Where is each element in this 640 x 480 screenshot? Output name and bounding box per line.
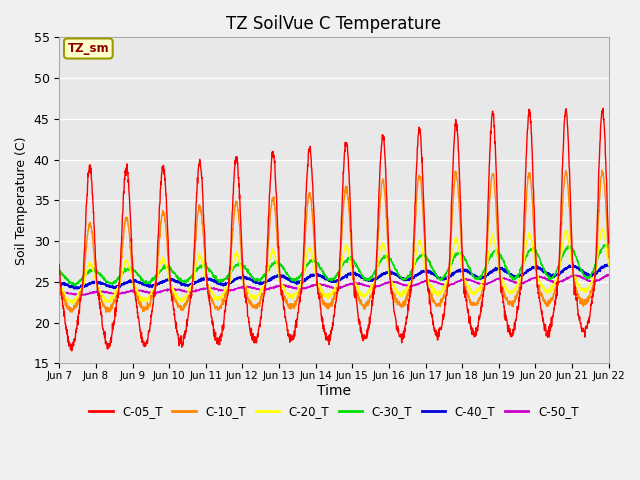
C-10_T [598, 168, 606, 173]
C-05_T [362, 334, 370, 339]
C-05_T [556, 227, 564, 232]
C-50_T [362, 283, 370, 288]
C-40_T [209, 278, 216, 284]
C-10_T [102, 310, 110, 315]
C-40_T [572, 264, 579, 270]
C-50_T [494, 276, 502, 282]
C-05_T [68, 348, 76, 354]
C-20_T [599, 226, 607, 231]
C-05_T [209, 319, 216, 324]
C-30_T [494, 250, 502, 255]
Line: C-30_T: C-30_T [60, 244, 609, 286]
C-50_T [350, 281, 358, 287]
C-05_T [599, 106, 607, 111]
C-05_T [572, 292, 579, 298]
C-40_T [71, 286, 79, 291]
C-30_T [572, 252, 579, 258]
C-20_T [56, 281, 63, 287]
C-50_T [605, 272, 612, 277]
Text: TZ_sm: TZ_sm [67, 42, 109, 55]
Legend: C-05_T, C-10_T, C-20_T, C-30_T, C-40_T, C-50_T: C-05_T, C-10_T, C-20_T, C-30_T, C-40_T, … [84, 400, 583, 423]
C-40_T [494, 266, 502, 272]
C-30_T [350, 258, 358, 264]
C-05_T [350, 280, 358, 286]
C-10_T [556, 244, 564, 250]
C-20_T [556, 261, 564, 267]
Line: C-05_T: C-05_T [60, 108, 609, 351]
C-40_T [362, 277, 370, 283]
C-30_T [71, 283, 79, 289]
C-05_T [605, 241, 612, 247]
C-10_T [209, 300, 216, 306]
C-20_T [350, 279, 358, 285]
C-20_T [494, 259, 502, 265]
C-10_T [362, 300, 370, 305]
Line: C-10_T: C-10_T [60, 170, 609, 312]
C-10_T [494, 238, 502, 244]
X-axis label: Time: Time [317, 384, 351, 398]
C-30_T [362, 276, 370, 281]
C-50_T [209, 286, 216, 292]
C-50_T [56, 290, 63, 296]
C-50_T [605, 273, 612, 278]
C-20_T [605, 263, 612, 268]
Line: C-50_T: C-50_T [60, 275, 609, 296]
C-20_T [70, 301, 77, 307]
C-10_T [572, 285, 579, 291]
Line: C-20_T: C-20_T [60, 228, 609, 304]
C-50_T [74, 293, 82, 299]
C-20_T [572, 277, 579, 283]
C-50_T [572, 273, 579, 279]
C-30_T [56, 269, 63, 275]
C-05_T [494, 212, 502, 217]
Line: C-40_T: C-40_T [60, 264, 609, 288]
C-50_T [556, 279, 564, 285]
C-30_T [209, 272, 216, 278]
C-30_T [605, 245, 612, 251]
C-40_T [556, 271, 564, 276]
C-05_T [56, 262, 63, 267]
C-30_T [603, 241, 611, 247]
Title: TZ SoilVue C Temperature: TZ SoilVue C Temperature [227, 15, 442, 33]
C-40_T [605, 261, 612, 267]
Y-axis label: Soil Temperature (C): Soil Temperature (C) [15, 136, 28, 264]
C-20_T [362, 293, 370, 299]
C-10_T [605, 255, 612, 261]
C-10_T [350, 279, 358, 285]
C-30_T [556, 259, 564, 264]
C-20_T [209, 289, 216, 295]
C-40_T [56, 279, 63, 285]
C-40_T [350, 271, 358, 276]
C-10_T [56, 277, 63, 283]
